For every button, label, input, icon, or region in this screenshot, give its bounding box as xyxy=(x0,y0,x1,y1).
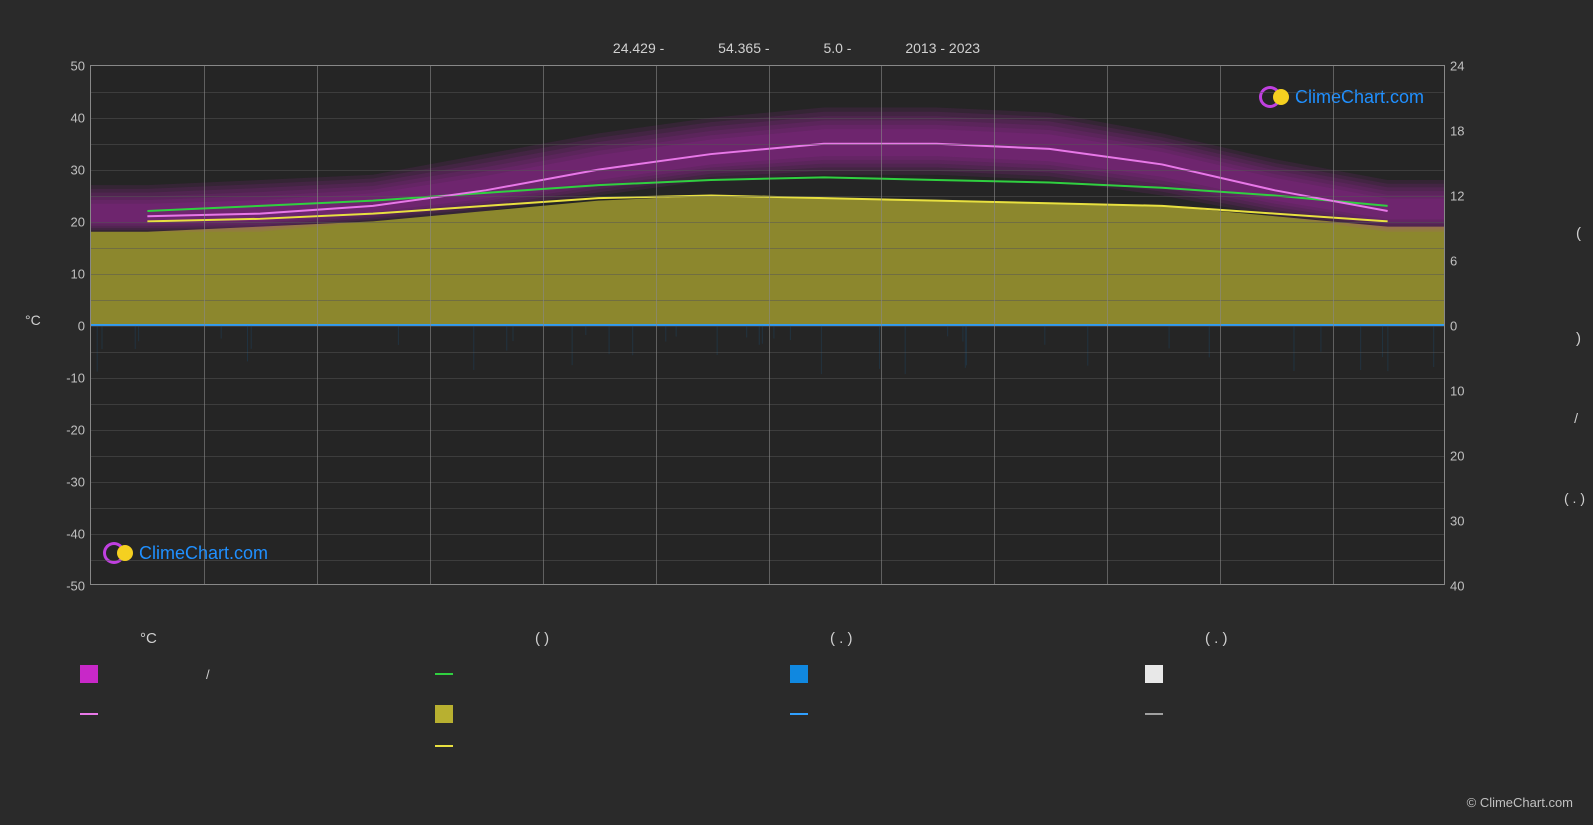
vgrid-line xyxy=(881,66,882,584)
hgrid-line xyxy=(91,404,1444,405)
legend-temp-slash: / xyxy=(206,667,210,682)
y-right-paren-open: ( xyxy=(1576,225,1581,242)
y-right-bottom-tick: 40 xyxy=(1450,579,1464,594)
y-right-bottom-tick: 20 xyxy=(1450,449,1464,464)
hgrid-line xyxy=(91,482,1444,483)
hgrid-line xyxy=(91,222,1444,223)
y-right-top-tick: 24 xyxy=(1450,59,1464,74)
swatch-yellow-icon xyxy=(435,705,453,723)
watermark-top: ClimeChart.com xyxy=(1259,86,1424,108)
legend-temp-box: / xyxy=(80,665,435,683)
vgrid-line xyxy=(1107,66,1108,584)
hgrid-line xyxy=(91,508,1444,509)
watermark-text: ClimeChart.com xyxy=(1295,87,1424,108)
legend-row-3 xyxy=(80,745,1500,747)
legend-blueline xyxy=(790,713,1145,715)
hgrid-line xyxy=(91,196,1444,197)
hgrid-line xyxy=(91,92,1444,93)
vgrid-line xyxy=(769,66,770,584)
y-right-top-tick: 6 xyxy=(1450,254,1457,269)
y-left-tick: -30 xyxy=(66,475,85,490)
vgrid-line xyxy=(1333,66,1334,584)
y-left-tick: -10 xyxy=(66,371,85,386)
vgrid-line xyxy=(430,66,431,584)
legend-header-1: °C xyxy=(80,630,435,647)
chart-header: 24.429 - 54.365 - 5.0 - 2013 - 2023 xyxy=(0,40,1593,56)
copyright-text: © ClimeChart.com xyxy=(1467,795,1573,810)
hgrid-line xyxy=(91,144,1444,145)
hgrid-line xyxy=(91,534,1444,535)
vgrid-line xyxy=(656,66,657,584)
y-right-paren-close: ) xyxy=(1576,330,1581,347)
y-left-label: °C xyxy=(25,312,41,328)
legend-header-2: ( ) xyxy=(435,630,790,647)
hgrid-line xyxy=(91,248,1444,249)
hgrid-line xyxy=(91,560,1444,561)
header-lat: 24.429 - xyxy=(613,40,664,56)
hgrid-line xyxy=(91,300,1444,301)
y-left-tick: 40 xyxy=(71,111,85,126)
header-elev: 5.0 - xyxy=(823,40,851,56)
legend-white-box xyxy=(1145,665,1500,683)
swatch-templine-icon xyxy=(80,713,98,715)
logo-sun-icon xyxy=(1273,89,1289,105)
hgrid-line xyxy=(91,456,1444,457)
y-right-top-tick: 18 xyxy=(1450,124,1464,139)
y-right-top-tick: 12 xyxy=(1450,189,1464,204)
legend-header-3: ( . ) xyxy=(790,630,1145,647)
legend-header-4: ( . ) xyxy=(1145,630,1500,647)
hgrid-line xyxy=(91,118,1444,119)
y-left-tick: -20 xyxy=(66,423,85,438)
legend-headers: °C ( ) ( . ) ( . ) xyxy=(80,630,1500,647)
y-right-bottom-tick: 10 xyxy=(1450,384,1464,399)
swatch-temp-icon xyxy=(80,665,98,683)
y-right-bottom-tick: 30 xyxy=(1450,514,1464,529)
swatch-blueline-icon xyxy=(790,713,808,715)
swatch-yellowline-icon xyxy=(435,745,453,747)
y-left-tick: 30 xyxy=(71,163,85,178)
legend-yellow-box xyxy=(435,705,790,723)
chart-plot-area: ClimeChart.com ClimeChart.com 5040302010… xyxy=(90,65,1445,585)
vgrid-line xyxy=(317,66,318,584)
y-right-slash: / xyxy=(1574,410,1578,426)
header-lon: 54.365 - xyxy=(718,40,769,56)
header-years: 2013 - 2023 xyxy=(905,40,980,56)
hgrid-line xyxy=(91,326,1444,327)
legend-blue-box xyxy=(790,665,1145,683)
hgrid-line xyxy=(91,430,1444,431)
vgrid-line xyxy=(543,66,544,584)
y-left-tick: 20 xyxy=(71,215,85,230)
vgrid-line xyxy=(204,66,205,584)
legend-row-1: / xyxy=(80,665,1500,683)
y-left-tick: 0 xyxy=(78,319,85,334)
y-left-tick: 50 xyxy=(71,59,85,74)
y-left-tick: -50 xyxy=(66,579,85,594)
swatch-greyline-icon xyxy=(1145,713,1163,715)
vgrid-line xyxy=(994,66,995,584)
hgrid-line xyxy=(91,274,1444,275)
y-right-top-tick: 0 xyxy=(1450,319,1457,334)
hgrid-line xyxy=(91,378,1444,379)
y-left-tick: -40 xyxy=(66,527,85,542)
swatch-white-icon xyxy=(1145,665,1163,683)
legend-yellowline xyxy=(435,745,790,747)
swatch-blue-icon xyxy=(790,665,808,683)
swatch-green-icon xyxy=(435,673,453,675)
legend-templine xyxy=(80,713,435,715)
hgrid-line xyxy=(91,170,1444,171)
y-right-dotlabel: ( . ) xyxy=(1564,490,1585,506)
logo-sun-icon xyxy=(117,545,133,561)
hgrid-line xyxy=(91,352,1444,353)
legend-greyline xyxy=(1145,713,1500,715)
vgrid-line xyxy=(1220,66,1221,584)
legend-green-line xyxy=(435,673,790,675)
y-left-tick: 10 xyxy=(71,267,85,282)
legend-row-2 xyxy=(80,705,1500,723)
